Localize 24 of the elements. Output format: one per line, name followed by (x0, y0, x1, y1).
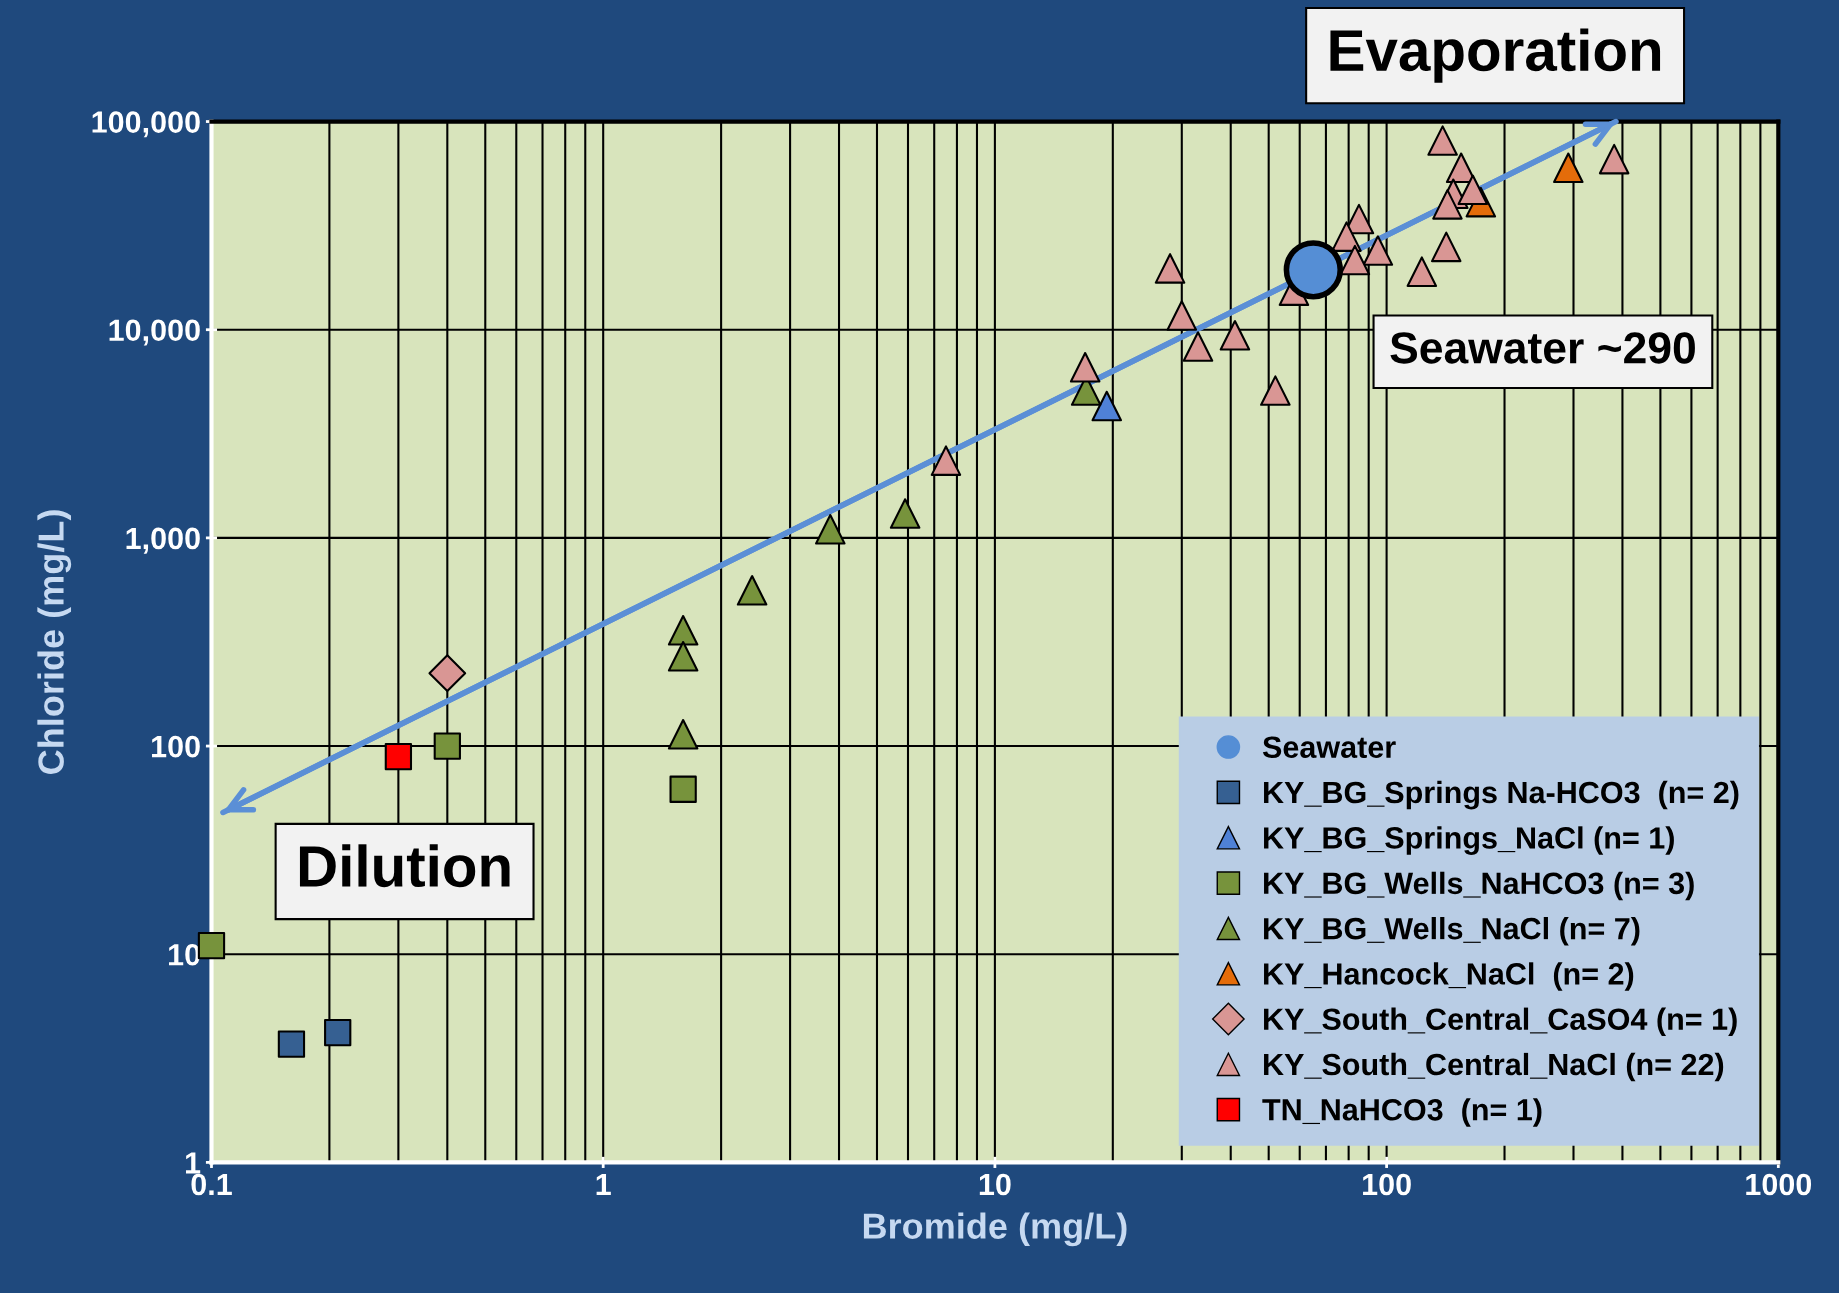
annotation: Dilution (299, 844, 510, 888)
legend-label: KY_BG_Springs_NaCl (n= 1) (1264, 826, 1674, 855)
x-tick-label: 0.1 (191, 1173, 232, 1196)
legend-label: KY_BG_Wells_NaCl (n= 7) (1264, 917, 1640, 946)
legend-label: KY_BG_Wells_NaHCO3 (n= 3) (1264, 871, 1694, 901)
x-tick-label: 10 (979, 1173, 1011, 1196)
y-tick-label: 10,000 (109, 319, 200, 346)
x-tick-label: 1 (596, 1173, 611, 1195)
y-axis-title: Chloride (mg/L) (37, 510, 72, 774)
text: Evaporation (1330, 28, 1661, 83)
y-tick-label: 100 (152, 735, 200, 758)
legend-label: KY_South_Central_NaCl (n= 22) (1264, 1052, 1724, 1082)
y-tick-label: 1 (186, 1152, 201, 1174)
x-tick-label: 100 (1363, 1173, 1411, 1196)
legend-label: KY_BG_Springs Na-HCO3 (n= 2) (1264, 780, 1739, 810)
legend-label: KY_South_Central_CaSO4 (n= 1) (1264, 1007, 1737, 1037)
legend-label: KY_Hancock_NaCl (n= 2) (1264, 962, 1634, 991)
y-tick-label: 1,000 (126, 527, 200, 554)
annotation: Seawater ~290 (1390, 332, 1695, 364)
y-tick-label: 100,000 (92, 111, 200, 138)
x-tick-label: 1000 (1746, 1173, 1812, 1196)
legend-label: TN_NaHCO3 (n= 1) (1262, 1098, 1542, 1127)
x-axis-title: Bromide (mg/L) (863, 1212, 1127, 1247)
legend-label: Seawater (1262, 736, 1396, 759)
